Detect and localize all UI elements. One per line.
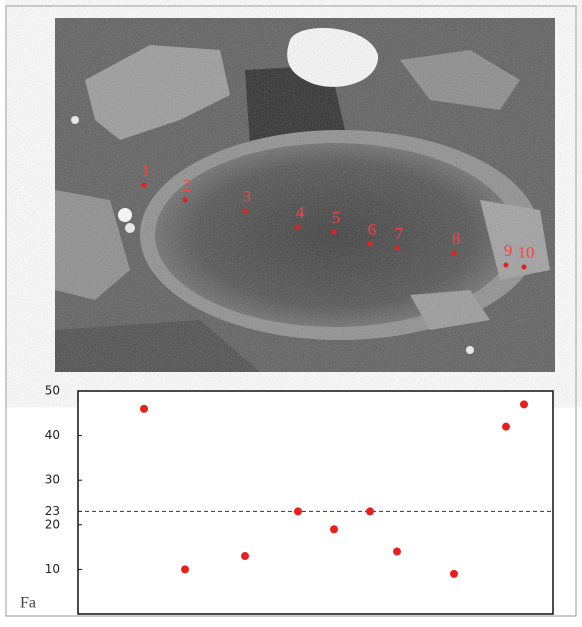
y-tick-label: 23: [45, 504, 60, 518]
point: [140, 404, 148, 413]
spot-marker: [331, 229, 337, 235]
point: [294, 507, 302, 516]
spot-marker: [503, 262, 509, 268]
spot-label: 10: [518, 243, 535, 262]
spot-label: 5: [332, 208, 341, 227]
point: [330, 525, 338, 534]
spot-label: 8: [452, 229, 461, 248]
spot-marker: [451, 250, 457, 256]
spot-marker: [367, 241, 373, 247]
point: [520, 400, 528, 409]
y-tick-label: 30: [45, 473, 60, 487]
annotation: Fa: [20, 595, 36, 612]
spot-marker: [394, 245, 400, 251]
y-tick-label: 50: [45, 384, 60, 398]
spot-marker: [141, 182, 147, 188]
spot-label: 3: [243, 187, 252, 206]
point: [502, 422, 510, 431]
y-tick-label: 20: [45, 517, 60, 531]
spot-label: 1: [142, 161, 151, 180]
y-tick-label: 10: [45, 562, 60, 576]
spot-label: 9: [504, 241, 513, 260]
point: [181, 565, 189, 574]
spot-label: 7: [395, 224, 404, 243]
spot-label: 2: [183, 176, 192, 195]
spot-marker: [242, 208, 248, 214]
spot-label: 6: [368, 220, 377, 239]
point: [393, 547, 401, 556]
spot-label: 4: [296, 203, 305, 222]
point: [450, 569, 458, 578]
point: [366, 507, 374, 516]
spot-marker: [521, 264, 527, 270]
point: [241, 552, 249, 561]
y-tick-label: 40: [45, 428, 60, 442]
spot-marker: [295, 224, 301, 230]
micrograph: [55, 18, 555, 372]
outer-frame: [5, 5, 577, 617]
spot-marker: [182, 197, 188, 203]
plot-frame: [77, 390, 554, 615]
